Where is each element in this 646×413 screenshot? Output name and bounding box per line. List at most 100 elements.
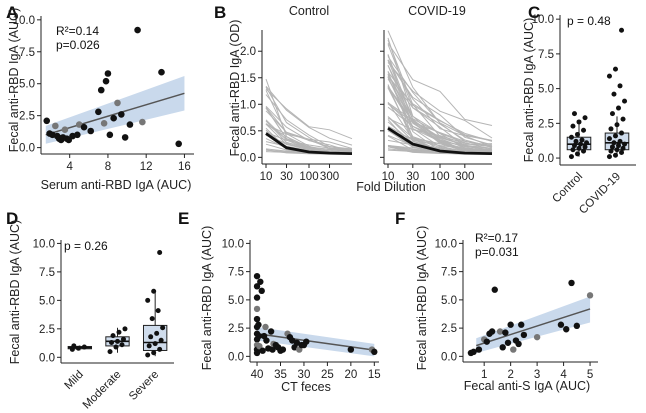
panel-e-point: [253, 315, 261, 323]
panel-d-point: [155, 308, 161, 314]
panel-b-lines: Fecal anti-RBD IgA (OD) Fold Dilution Co…: [228, 4, 493, 194]
panel-f-point: [491, 286, 498, 293]
panel-c-point: [582, 115, 588, 121]
panel-d-point: [109, 340, 115, 345]
panel-d-ytick-label: 10.0: [33, 238, 55, 250]
panel-c-ytick-label: 0.0: [538, 153, 554, 165]
panel-d-point: [71, 343, 77, 349]
panel-f-point: [563, 326, 570, 333]
panel-f-point: [470, 348, 477, 356]
panel-f-ylabel: Fecal anti-RBD IgA (AUC): [415, 226, 429, 370]
panel-b-facet1-mean-line: [387, 127, 493, 155]
panel-a-pvalue: p=0.026: [56, 38, 100, 52]
panel-e-ylabel: Fecal anti-RBD IgA (AUC): [200, 226, 214, 370]
panel-a-point: [87, 127, 95, 135]
panel-f-point: [502, 329, 509, 336]
panel-e-ytick-label: 2.5: [228, 323, 244, 335]
panel-a-confidence-band: [45, 76, 185, 144]
panel-a-point: [121, 134, 129, 141]
panel-c-point: [616, 143, 622, 149]
panel-f-xtick-label: 5: [587, 369, 593, 381]
panel-c-point: [606, 73, 612, 79]
panel-a-xlabel: Serum anti-RBD IgA (AUC): [41, 178, 192, 192]
panel-c-point: [611, 91, 617, 97]
panel-a-point: [97, 86, 105, 94]
panel-a-point: [126, 121, 134, 128]
panel-a-ytick-label: 0.0: [19, 143, 35, 155]
panel-c-ytick-label: 10.0: [532, 14, 554, 26]
panel-c-point: [571, 111, 577, 117]
panel-c-point: [570, 123, 576, 129]
panel-b-facet1-sample-line: [387, 102, 493, 152]
panel-d-point: [151, 288, 157, 294]
panel-c-point: [622, 98, 628, 104]
panel-e-scatter: Fecal anti-RBD IgA (AUC) CT feces 0.0 2.5…: [200, 226, 381, 394]
panel-f-point: [496, 328, 504, 335]
panel-d-category-label: Moderate: [81, 369, 124, 412]
panel-c-ytick-label: 2.5: [538, 118, 554, 130]
panel-f-point: [515, 340, 522, 348]
panel-a-point: [80, 123, 88, 131]
panel-e-xtick-label: 20: [344, 369, 357, 381]
panel-a-point: [106, 131, 114, 139]
panel-f-point: [488, 328, 496, 335]
panel-c-category-label: Control: [550, 171, 585, 206]
panel-b-facet0-ytick-label: 2.0: [240, 46, 256, 58]
panel-f-point: [586, 292, 594, 299]
panel-d-point: [110, 333, 116, 339]
panel-e-point: [256, 342, 263, 350]
panel-a-point: [175, 140, 182, 148]
panel-d-point: [145, 352, 151, 358]
panel-e-ytick-label: 7.5: [228, 267, 244, 279]
panel-f-xtick-label: 1: [481, 369, 487, 381]
panel-c-point: [619, 27, 625, 33]
panel-b-facet1-sample-line: [387, 103, 493, 146]
panel-d-point: [157, 346, 163, 352]
panel-a-xtick-label: 4: [66, 161, 73, 173]
panel-f-point: [504, 339, 512, 346]
panel-b-xlabel: Fold Dilution: [356, 180, 426, 194]
panel-letter-d: D: [6, 209, 18, 228]
panel-a-point: [118, 111, 125, 118]
panel-c-point: [614, 147, 620, 153]
panel-c-point: [579, 137, 585, 143]
panel-c-point: [622, 141, 628, 147]
panel-a-xtick-label: 16: [178, 161, 191, 173]
panel-b-facet0-ytick-label: 0.5: [240, 126, 256, 138]
panel-a-point: [74, 131, 81, 139]
panel-e-point: [253, 283, 261, 290]
panel-f-point: [518, 321, 525, 328]
panel-e-xtick-label: 30: [298, 369, 311, 381]
panel-c-point: [612, 152, 618, 158]
panel-f-pvalue: p=0.031: [475, 245, 519, 259]
panel-a-regression-line: [45, 92, 185, 136]
panel-f-xtick-label: 3: [534, 369, 540, 381]
panel-c-point: [608, 126, 614, 132]
panel-d-point: [158, 337, 164, 343]
panel-a-point: [61, 126, 69, 134]
panel-a-xtick-label: 8: [105, 161, 111, 173]
panel-c-point: [612, 66, 618, 72]
panel-e-xtick-label: 25: [321, 369, 334, 381]
panel-d-point: [122, 326, 128, 332]
panel-letter-f: F: [395, 209, 405, 228]
panel-b-facet1-sample-line: [387, 60, 493, 146]
panel-e-xtick-label: 35: [274, 369, 287, 381]
panel-f-point: [510, 346, 517, 353]
panel-c-point: [571, 143, 577, 149]
panel-f-r2: R²=0.17: [475, 231, 518, 245]
panel-d-point: [146, 343, 152, 349]
panel-b-facet0-xtick-label: 10: [260, 171, 273, 183]
panel-d-point: [160, 325, 166, 331]
panel-d-point: [157, 250, 163, 256]
panel-c-point: [617, 138, 623, 144]
panel-b-facet-control: Control: [289, 4, 329, 18]
panel-c-point: [612, 133, 618, 139]
panel-d-ytick-label: 0.0: [39, 352, 55, 364]
panel-c-point: [570, 147, 576, 153]
panel-c-point: [609, 111, 615, 117]
panel-e-point: [255, 332, 263, 340]
panel-d-category-label: Severe: [127, 369, 161, 403]
panel-f-point: [520, 331, 528, 339]
panel-b-facet0-sample-line: [265, 85, 353, 146]
